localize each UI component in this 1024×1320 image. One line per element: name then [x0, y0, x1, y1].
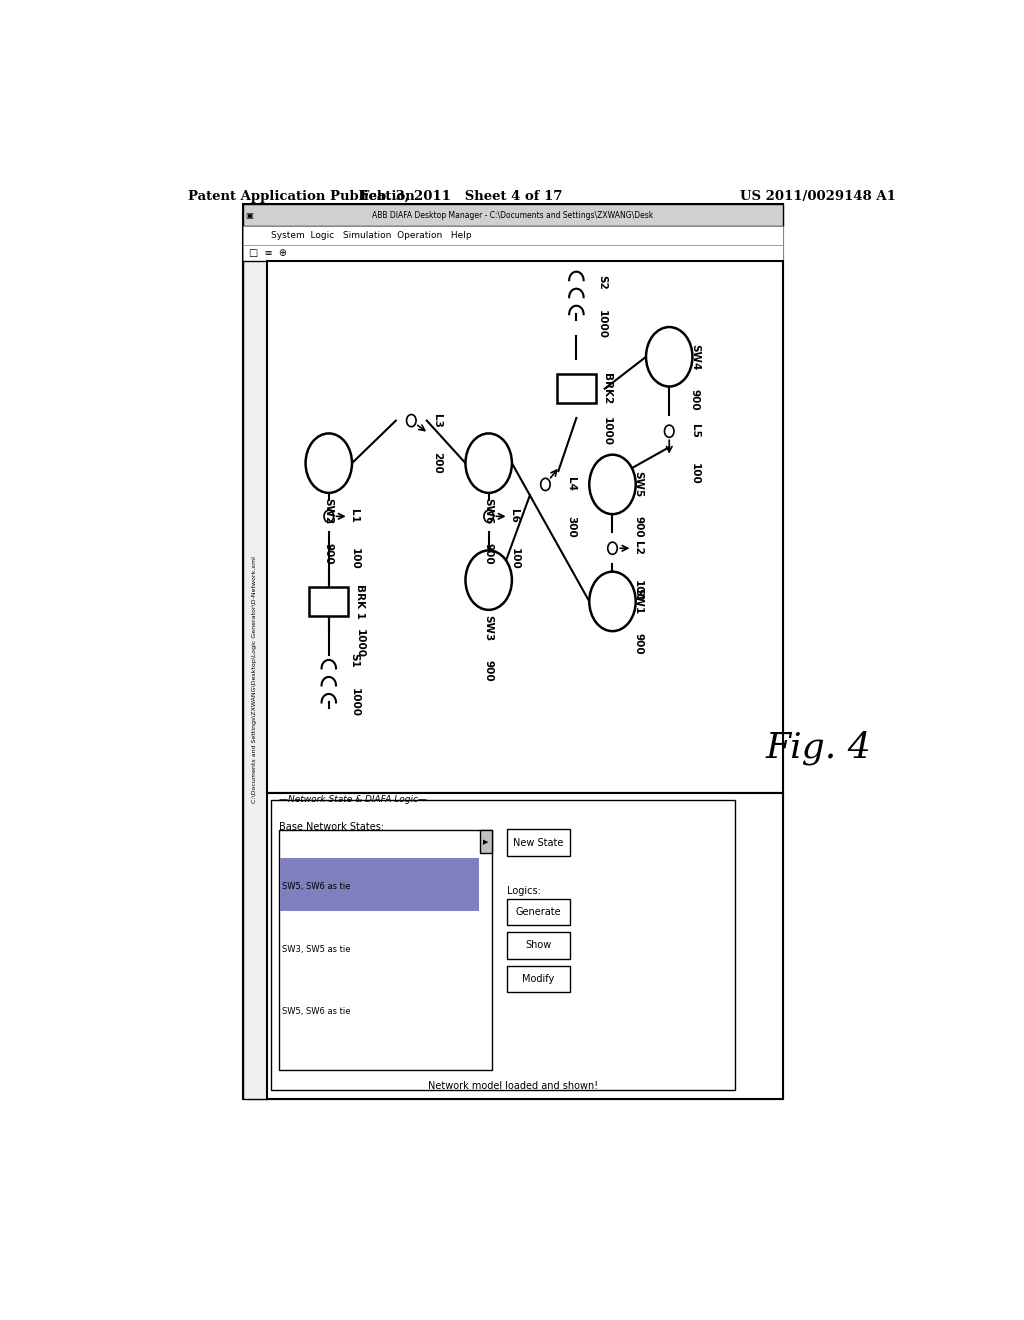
Text: 100: 100 — [633, 579, 643, 602]
FancyBboxPatch shape — [243, 227, 782, 244]
FancyBboxPatch shape — [479, 830, 493, 853]
Text: 300: 300 — [566, 516, 577, 537]
Text: L4: L4 — [566, 478, 577, 491]
Text: ▣: ▣ — [246, 211, 253, 220]
Text: ABB DIAFA Desktop Manager - C:\Documents and Settings\ZXWANG\Desk: ABB DIAFA Desktop Manager - C:\Documents… — [373, 211, 653, 220]
Text: US 2011/0029148 A1: US 2011/0029148 A1 — [740, 190, 896, 202]
Circle shape — [589, 572, 636, 631]
FancyBboxPatch shape — [280, 858, 479, 911]
Text: 900: 900 — [483, 660, 494, 681]
Text: System  Logic   Simulation  Operation   Help: System Logic Simulation Operation Help — [270, 231, 471, 240]
Text: SW5: SW5 — [633, 471, 643, 498]
Circle shape — [646, 327, 692, 387]
Text: New State: New State — [513, 838, 563, 847]
Text: 1000: 1000 — [354, 630, 365, 659]
Text: 100: 100 — [509, 548, 519, 570]
Text: Modify: Modify — [522, 974, 554, 983]
FancyBboxPatch shape — [507, 966, 570, 993]
FancyBboxPatch shape — [267, 793, 782, 1098]
Circle shape — [466, 433, 512, 492]
Text: BRK2: BRK2 — [602, 374, 612, 404]
FancyBboxPatch shape — [557, 374, 596, 404]
Circle shape — [305, 433, 352, 492]
FancyBboxPatch shape — [507, 932, 570, 958]
Text: 200: 200 — [432, 453, 442, 474]
FancyBboxPatch shape — [243, 244, 782, 261]
Circle shape — [541, 478, 550, 491]
Text: 100: 100 — [349, 548, 359, 570]
FancyBboxPatch shape — [267, 261, 782, 793]
Text: Logics:: Logics: — [507, 887, 541, 896]
Text: SW3: SW3 — [483, 615, 494, 642]
Text: 100: 100 — [690, 463, 699, 484]
Text: 1000: 1000 — [349, 688, 359, 717]
Text: SW2: SW2 — [324, 498, 334, 524]
FancyBboxPatch shape — [243, 205, 782, 227]
Text: Show: Show — [525, 940, 552, 950]
Text: L1: L1 — [349, 510, 359, 523]
Text: 900: 900 — [483, 543, 494, 565]
FancyBboxPatch shape — [309, 587, 348, 616]
Circle shape — [665, 425, 674, 437]
Text: 900: 900 — [633, 516, 643, 537]
Text: SW6: SW6 — [483, 498, 494, 524]
FancyBboxPatch shape — [243, 205, 782, 1098]
Text: L3: L3 — [432, 413, 442, 428]
Circle shape — [466, 550, 512, 610]
Text: Feb. 3, 2011   Sheet 4 of 17: Feb. 3, 2011 Sheet 4 of 17 — [360, 190, 562, 202]
Circle shape — [589, 454, 636, 515]
Text: □  ≡  ⊕: □ ≡ ⊕ — [250, 248, 288, 257]
Text: L5: L5 — [690, 424, 699, 438]
Circle shape — [407, 414, 416, 426]
Text: 900: 900 — [324, 543, 334, 565]
Text: S1: S1 — [349, 652, 359, 668]
Text: Network model loaded and shown!: Network model loaded and shown! — [428, 1081, 598, 1092]
FancyBboxPatch shape — [507, 829, 570, 855]
Text: L6: L6 — [509, 510, 519, 523]
Text: Base Network States:: Base Network States: — [279, 822, 384, 833]
Text: L2: L2 — [633, 541, 643, 556]
Text: ▶: ▶ — [483, 838, 488, 845]
Text: C:\Documents and Settings\ZXWANG\Desktop\Logic Generator\D-Network.xml: C:\Documents and Settings\ZXWANG\Desktop… — [253, 556, 257, 804]
Text: S2: S2 — [597, 275, 607, 289]
Circle shape — [484, 511, 494, 523]
Text: SW5, SW6 as tie: SW5, SW6 as tie — [282, 883, 350, 891]
Text: 900: 900 — [633, 634, 643, 655]
Text: 1000: 1000 — [597, 310, 607, 339]
Text: SW3, SW5 as tie: SW3, SW5 as tie — [282, 945, 350, 953]
Circle shape — [607, 543, 617, 554]
Text: 1000: 1000 — [602, 417, 612, 446]
Text: SW1: SW1 — [633, 589, 643, 615]
FancyBboxPatch shape — [270, 800, 735, 1090]
FancyBboxPatch shape — [243, 261, 267, 1098]
Text: —Network State & DIAFA Logic—: —Network State & DIAFA Logic— — [279, 796, 427, 804]
Text: Generate: Generate — [515, 907, 561, 917]
Text: SW5, SW6 as tie: SW5, SW6 as tie — [282, 1007, 350, 1015]
Circle shape — [324, 511, 334, 523]
FancyBboxPatch shape — [279, 830, 493, 1071]
FancyBboxPatch shape — [507, 899, 570, 925]
Text: Fig. 4: Fig. 4 — [766, 731, 871, 766]
Text: BRK 1: BRK 1 — [354, 583, 365, 619]
Text: 900: 900 — [690, 388, 699, 411]
Text: SW4: SW4 — [690, 343, 699, 370]
Text: Patent Application Publication: Patent Application Publication — [187, 190, 415, 202]
